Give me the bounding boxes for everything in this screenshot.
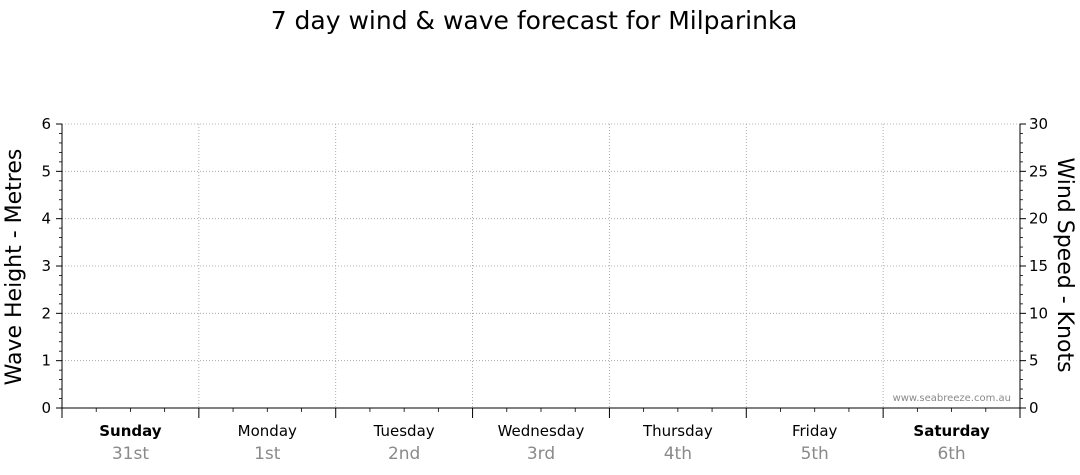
right-axis-ticks: 0 5 10 15 20 25 30 [1020, 115, 1048, 417]
left-tick-label: 1 [41, 352, 51, 370]
left-tick-label: 4 [41, 210, 51, 228]
date-label: 31st [112, 444, 149, 464]
day-label: Sunday [99, 422, 162, 440]
day-label: Thursday [642, 422, 713, 440]
axes [61, 124, 1021, 418]
watermark-text: www.seabreeze.com.au [893, 393, 1011, 404]
right-tick-label: 5 [1029, 352, 1039, 370]
date-label: 4th [664, 444, 692, 464]
day-labels: Sunday 31st Monday 1st Tuesday 2nd Wednesday 3r… [99, 422, 990, 464]
left-tick-label: 2 [41, 304, 51, 322]
left-tick-label: 6 [41, 115, 51, 133]
right-tick-label: 15 [1029, 257, 1048, 275]
right-tick-label: 10 [1029, 304, 1048, 322]
day-label: Tuesday [373, 422, 435, 440]
right-tick-label: 0 [1029, 399, 1039, 417]
right-tick-label: 30 [1029, 115, 1048, 133]
date-label: 5th [801, 444, 829, 464]
grid-lines [62, 123, 1020, 408]
day-label: Saturday [913, 422, 990, 440]
left-tick-label: 0 [41, 399, 51, 417]
day-label: Friday [792, 422, 838, 440]
day-label: Monday [238, 422, 297, 440]
left-tick-label: 5 [41, 162, 51, 180]
date-label: 6th [937, 444, 965, 464]
right-tick-label: 25 [1029, 162, 1048, 180]
left-axis-ticks: 0 1 2 3 4 5 6 [41, 115, 62, 417]
date-label: 3rd [527, 444, 555, 464]
date-label: 1st [254, 444, 281, 464]
chart-title: 7 day wind & wave forecast for Milparink… [271, 6, 798, 35]
left-tick-label: 3 [41, 257, 51, 275]
right-axis-title: Wind Speed - Knots [1052, 157, 1077, 372]
right-tick-label: 20 [1029, 210, 1048, 228]
day-label: Wednesday [498, 422, 585, 440]
left-axis-title: Wave Height - Metres [2, 149, 27, 386]
date-label: 2nd [388, 444, 420, 464]
